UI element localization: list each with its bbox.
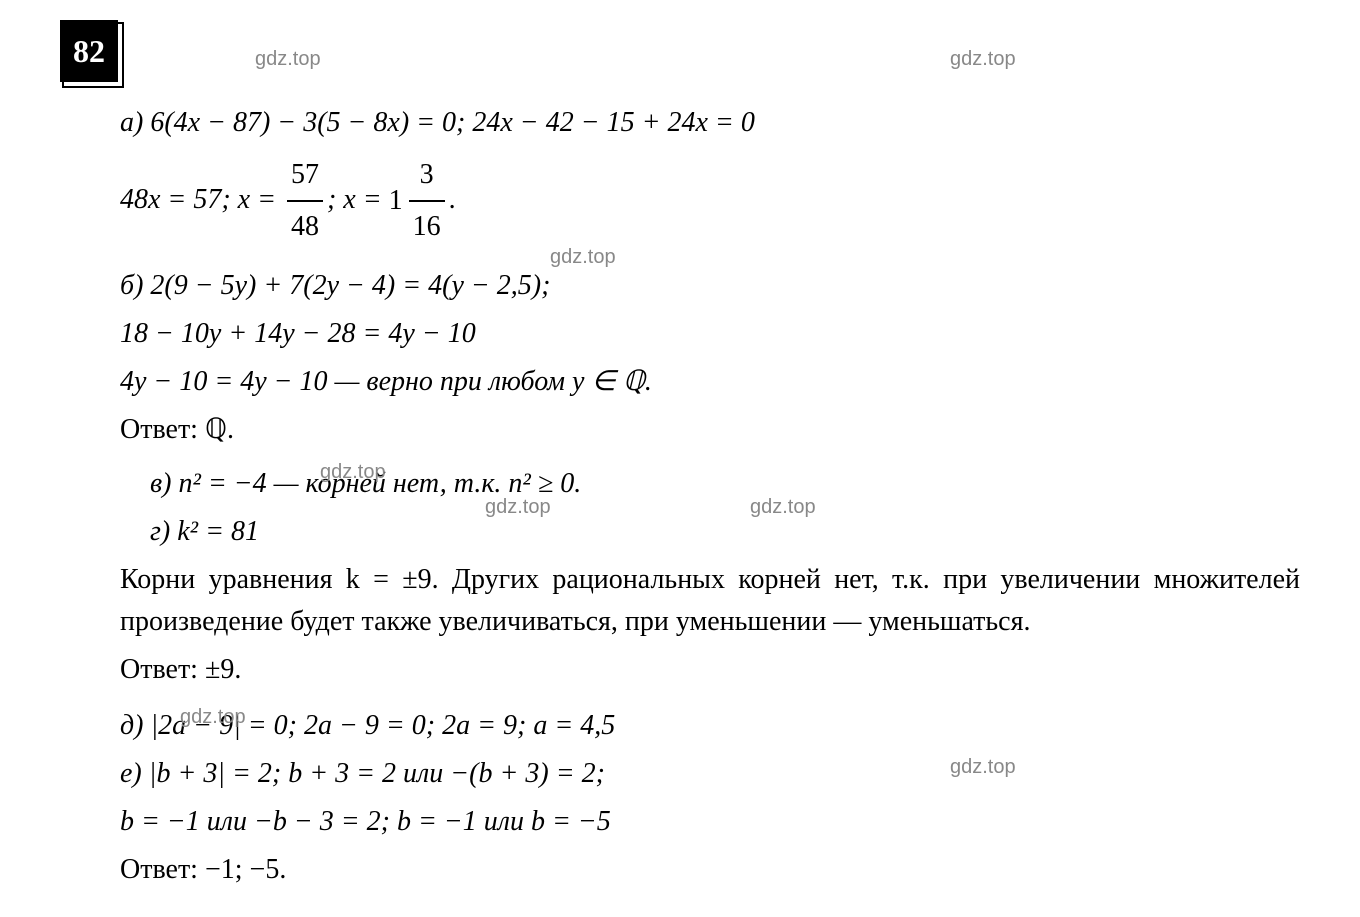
watermark: gdz.top [950, 44, 1016, 74]
watermark: gdz.top [750, 492, 816, 522]
roots-explanation: Корни уравнения k = ±9. Других рациональ… [120, 559, 1300, 643]
solution-content: gdz.top gdz.top gdz.top gdz.top gdz.top … [60, 102, 1300, 891]
watermark: gdz.top [320, 457, 386, 487]
part-b-step1: 18 − 10y + 14y − 28 = 4y − 10 [120, 313, 1300, 355]
part-a-suffix: . [449, 184, 456, 215]
part-d-answer: Ответ: ±9. [120, 649, 1300, 691]
watermark: gdz.top [550, 242, 616, 272]
mixed-number: 1316 [389, 150, 449, 253]
watermark: gdz.top [950, 752, 1016, 782]
part-c: в) n² = −4 — корней нет, т.к. n² ≥ 0. [120, 463, 1300, 505]
problem-number-badge: 82 [60, 20, 118, 82]
part-a-mid: ; x = [327, 184, 389, 215]
part-f-line2: b = −1 или −b − 3 = 2; b = −1 или b = −5 [120, 801, 1300, 843]
part-d: г) k² = 81 [120, 511, 1300, 553]
part-a-prefix: 48x = 57; x = [120, 184, 283, 215]
part-a-equation: а) 6(4x − 87) − 3(5 − 8x) = 0; 24x − 42 … [120, 102, 1300, 144]
watermark: gdz.top [485, 492, 551, 522]
part-f-line1: е) |b + 3| = 2; b + 3 = 2 или −(b + 3) =… [120, 753, 1300, 795]
part-f-answer: Ответ: −1; −5. [120, 849, 1300, 891]
part-b-answer: Ответ: ℚ. [120, 409, 1300, 451]
fraction-57-48: 5748 [287, 150, 323, 253]
part-e: д) |2a − 9| = 0; 2a − 9 = 0; 2a = 9; a =… [120, 705, 1300, 747]
watermark: gdz.top [180, 702, 246, 732]
part-b-equation: б) 2(9 − 5y) + 7(2y − 4) = 4(y − 2,5); [120, 265, 1300, 307]
watermark: gdz.top [255, 44, 321, 74]
part-a-solution: 48x = 57; x = 5748; x = 1316. [120, 150, 1300, 253]
part-b-step2: 4y − 10 = 4y − 10 — верно при любом y ∈ … [120, 361, 1300, 403]
